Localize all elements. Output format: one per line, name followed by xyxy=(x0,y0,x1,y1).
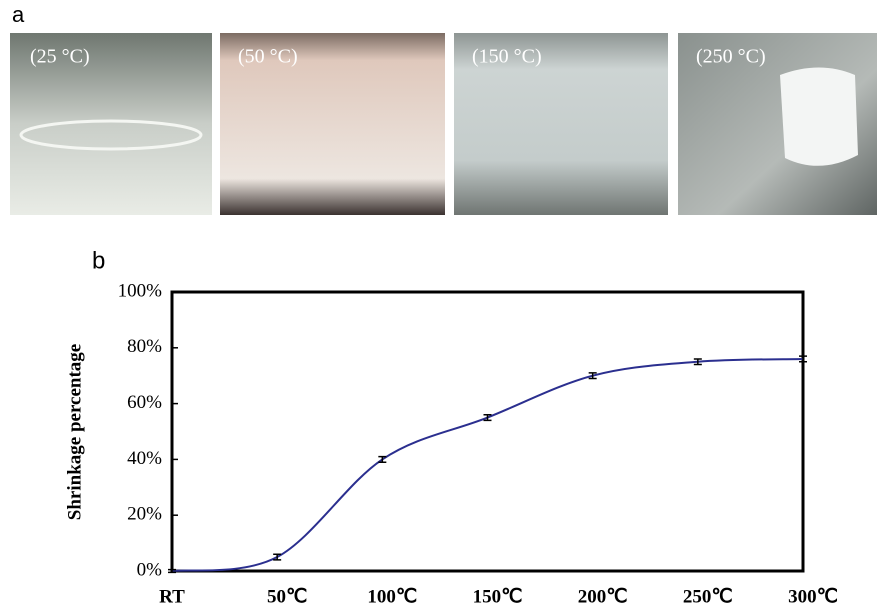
panel-label: a xyxy=(12,2,25,27)
y-tick-label: 100% xyxy=(118,280,163,301)
y-tick-label: 20% xyxy=(127,504,162,525)
y-tick-label: 40% xyxy=(127,448,162,469)
x-tick-label: RT xyxy=(159,586,185,607)
y-tick-label: 0% xyxy=(137,559,163,580)
x-tick-label: 250℃ xyxy=(683,586,733,607)
x-tick-label: 50℃ xyxy=(267,586,307,607)
x-tick-label: 200℃ xyxy=(578,586,628,607)
y-axis-label: Shrinkage percentage xyxy=(64,344,85,520)
plot-frame xyxy=(172,292,803,571)
photo-label: (150 °C) xyxy=(472,46,542,68)
y-tick-label: 60% xyxy=(127,392,162,413)
y-tick-label: 80% xyxy=(127,336,162,357)
figure: a (25 °C) (50 °C) (150 °C) (250 °C) b Sh… xyxy=(0,0,889,610)
line xyxy=(172,359,803,571)
photo-label: (250 °C) xyxy=(696,46,766,68)
x-tick-label: 150℃ xyxy=(473,586,523,607)
panel-label: b xyxy=(92,247,105,274)
photo-label: (25 °C) xyxy=(30,46,90,68)
photo-label: (50 °C) xyxy=(238,46,298,68)
x-tick-label: 100℃ xyxy=(367,586,417,607)
photo-detail xyxy=(780,68,858,166)
x-tick-label: 300℃ xyxy=(788,586,838,607)
